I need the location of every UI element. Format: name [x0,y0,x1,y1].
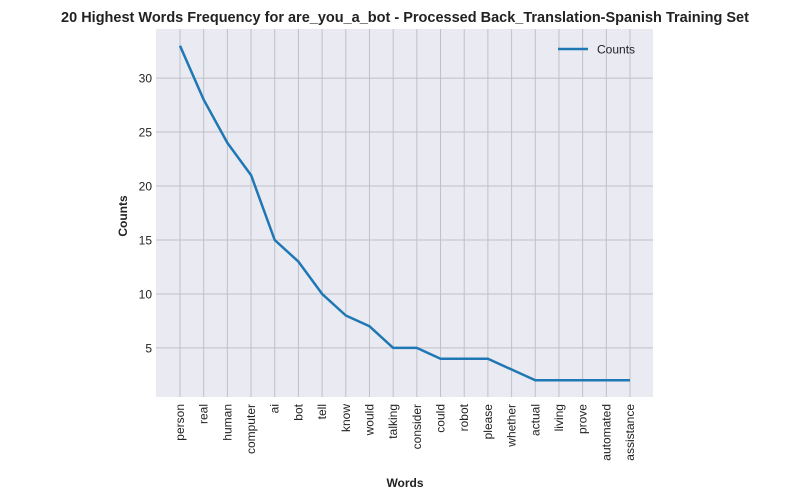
y-tick-label: 30 [139,72,153,86]
x-tick-label-please: please [481,404,495,440]
x-tick-label-talking: talking [386,404,400,439]
y-tick-label: 5 [145,341,152,355]
x-tick-label-bot: bot [291,403,305,420]
y-tick-label: 20 [139,180,153,194]
y-tick-labels: 5 10 15 20 25 30 [139,72,153,356]
x-tick-label-consider: consider [410,404,424,449]
x-tick-label-actual: actual [528,404,542,436]
y-tick-label: 10 [139,287,153,301]
x-tick-label-know: know [339,404,353,432]
y-axis-label: Counts [116,195,130,237]
x-tick-label-whether: whether [505,404,519,448]
x-tick-label-prove: prove [576,404,590,434]
x-axis-label: Words [386,476,423,490]
x-tick-label-tell: tell [315,404,329,419]
y-tick-label: 15 [139,233,153,247]
x-tick-label-could: could [434,404,448,433]
x-tick-label-human: human [220,404,234,441]
x-tick-label-assistance: assistance [623,404,637,461]
grid-lines [156,29,653,397]
plot-background [156,29,653,397]
x-tick-label-robot: robot [457,403,471,431]
x-tick-label-real: real [197,404,211,424]
x-tick-labels: person real human computer ai bot tell know woul… [173,403,637,460]
legend: Counts [558,43,635,57]
x-tick-label-ai: ai [268,404,282,413]
series-line-counts [178,45,630,382]
x-tick-label-automated: automated [599,404,613,461]
legend-label-counts: Counts [597,43,635,57]
x-tick-label-would: would [362,404,376,436]
y-tick-label: 25 [139,126,153,140]
x-tick-label-living: living [552,404,566,431]
x-tick-label-person: person [173,404,187,441]
x-tick-label-computer: computer [244,404,258,454]
chart-title: 20 Highest Words Frequency for are_you_a… [61,10,749,26]
